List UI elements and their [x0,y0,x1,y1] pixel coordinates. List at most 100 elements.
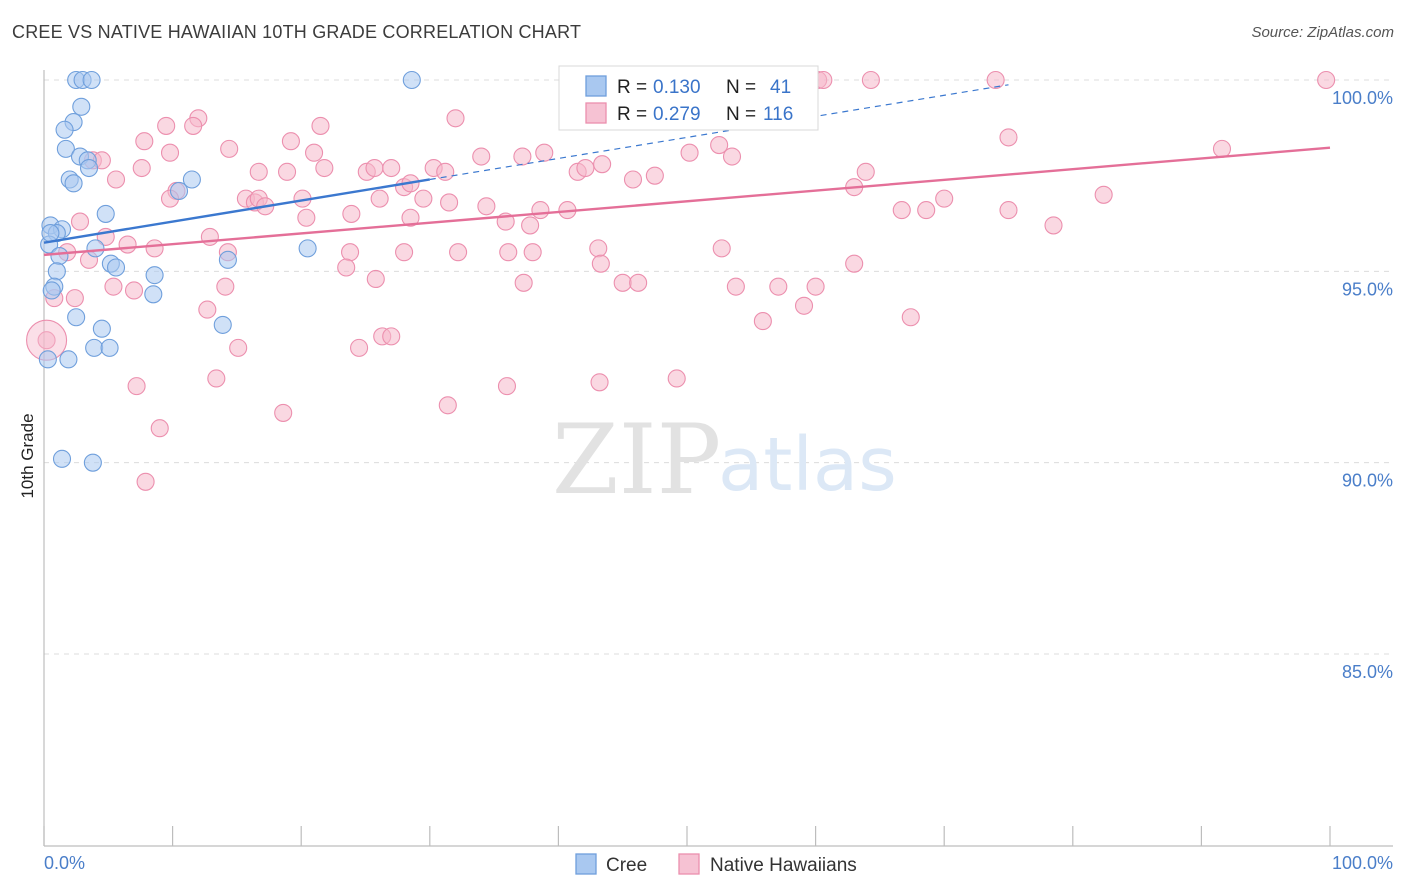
hawaiian-point [135,132,154,151]
bottom-legend-cree: Cree [606,855,647,876]
hawaiian-point [999,128,1018,147]
cree-point [169,181,189,201]
hawaiian-trendline [43,146,1331,257]
hawaiian-point [160,143,180,162]
hawaiian-point [220,139,239,158]
legend-swatch-cree [585,75,607,97]
watermark-zip: ZIP [552,404,721,516]
hawaiian-point [712,239,731,258]
legend-hawaiian-r-label: R = [617,104,647,125]
y-tick-label-95: 95.0% [1342,279,1393,299]
cree-point [42,281,61,300]
hawaiian-point [446,109,465,128]
hawaiian-point [278,162,297,181]
hawaiian-point [623,170,643,189]
hawaiian-point [198,300,217,319]
hawaiian-point [845,254,864,273]
hawaiian-point [366,269,385,289]
hawaiian-point [150,419,169,438]
hawaiian-point [935,189,954,208]
hawaiian-point [892,201,911,220]
cree-point [213,315,232,334]
bottom-legend-swatch-cree [575,853,597,875]
hawaiian-point [593,155,612,174]
hawaiian-point [370,189,389,208]
legend-swatch-hawaiian [585,102,607,124]
series-cree [38,70,421,472]
hawaiian-point [118,235,137,254]
hawaiian-point [667,369,686,388]
hawaiian-point [184,116,203,135]
cree-point [106,258,126,277]
cree-point [59,350,78,369]
hawaiian-point [1212,139,1232,158]
legend-cree-r-label: R = [617,77,647,98]
hawaiian-point [127,377,146,396]
hawaiian-point [229,338,248,357]
x-ticks [43,826,1331,846]
hawaiian-point [710,136,729,155]
trendlines [43,84,1331,257]
hawaiian-point [395,243,414,262]
legend-cree-n-label: N = [726,77,756,98]
hawaiian-point [1317,70,1336,90]
cree-point [64,174,83,193]
hawaiian-point [104,277,123,296]
hawaiian-point [917,201,936,220]
hawaiian-point [1044,216,1063,235]
legend-hawaiian-n-value: 116 [763,104,793,125]
legend-hawaiian-n-label: N = [726,104,756,125]
legend-box: R = 0.130 N = 41 R = 0.279 N = 116 [558,65,819,131]
hawaiian-point [861,70,880,90]
cree-point [72,97,91,116]
watermark-atlas: atlas [718,422,897,508]
hawaiian-point [1094,185,1113,204]
cree-point [298,239,317,258]
hawaiian-point [311,116,330,135]
hawaiian-point [576,158,595,178]
hawaiian-point [769,277,788,296]
cree-point [83,453,102,472]
hawaiian-point [535,143,554,162]
hawaiian-point [350,338,369,357]
hawaiian-point [499,243,518,262]
bottom-legend-swatch-hawaiian [678,853,700,875]
hawaiian-point [436,162,455,181]
cree-point [92,319,111,338]
cree-point [41,224,60,243]
hawaiian-point [438,396,457,415]
hawaiian-point [590,373,609,392]
hawaiian-point [274,403,293,422]
hawaiian-point [297,208,316,227]
hawaiian-point [65,289,84,308]
hawaiian-point [722,147,742,166]
cree-point [38,350,57,369]
hawaiian-point [794,296,814,315]
hawaiian-point [477,197,496,216]
gridlines [44,79,1393,655]
bottom-legend: Cree Native Hawaiians [575,853,857,876]
hawaiian-point [999,201,1018,220]
x-tick-label-max: 100.0% [1332,853,1393,873]
hawaiian-point [337,258,356,277]
cree-point [82,70,101,90]
hawaiian-point [341,243,360,262]
hawaiian-point [591,254,610,273]
hawaiian-point [521,216,540,235]
hawaiian-point [249,162,268,181]
hawaiian-point [414,189,433,208]
hawaiian-point [37,331,56,350]
cree-point [55,120,74,139]
hawaiian-point [589,239,608,258]
hawaiian-point [806,277,825,296]
hawaiian-point [216,277,235,296]
hawaiian-point [305,143,324,162]
y-tick-label-100: 100.0% [1332,88,1393,108]
cree-point [67,308,86,327]
y-tick-labels: 100.0% 95.0% 90.0% 85.0% [1332,88,1393,682]
hawaiian-point [753,312,772,331]
hawaiian-point [365,158,384,178]
cree-point [56,139,75,158]
hawaiian-point [145,239,164,258]
